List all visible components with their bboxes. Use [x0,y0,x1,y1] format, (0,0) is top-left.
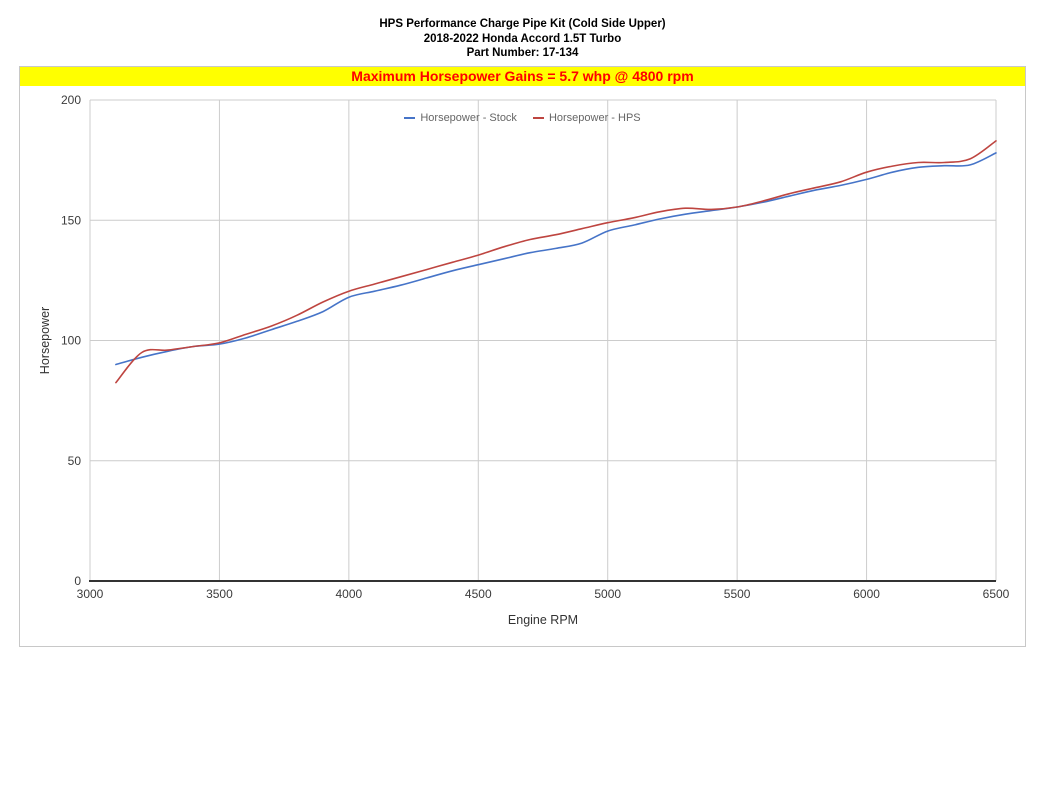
dyno-chart-container: Maximum Horsepower Gains = 5.7 whp @ 480… [19,66,1026,647]
x-tick-label-5000: 5000 [594,587,621,601]
x-tick-label-3000: 3000 [77,587,104,601]
series-line-stock [115,152,997,366]
series-line-hps [115,140,997,384]
chart-header: HPS Performance Charge Pipe Kit (Cold Si… [0,17,1045,61]
x-axis-title: Engine RPM [508,613,578,627]
x-tick-label-5500: 5500 [724,587,751,601]
title-line-vehicle: 2018-2022 Honda Accord 1.5T Turbo [423,32,622,45]
y-axis-title: Horsepower [38,307,52,374]
y-tick-label-200: 200 [61,93,81,107]
title-line-product: HPS Performance Charge Pipe Kit (Cold Si… [379,18,666,30]
y-tick-label-100: 100 [61,334,81,348]
x-tick-label-3500: 3500 [206,587,233,601]
y-tick-label-0: 0 [74,574,81,588]
x-tick-label-6000: 6000 [853,587,880,601]
title-line-part-number: Part Number: 17-134 [466,47,579,59]
x-tick-label-6500: 6500 [983,587,1010,601]
y-tick-label-50: 50 [68,454,82,468]
x-tick-label-4500: 4500 [465,587,492,601]
y-tick-label-150: 150 [61,213,81,227]
dyno-line-chart: 0 50 100 150 200 3000 3500 4000 4500 5000 5500 6000… [38,93,1010,627]
x-tick-label-4000: 4000 [336,587,363,601]
gains-banner: Maximum Horsepower Gains = 5.7 whp @ 480… [20,67,1025,86]
